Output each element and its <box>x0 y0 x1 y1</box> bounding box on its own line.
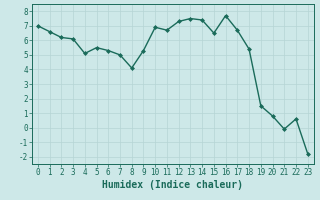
X-axis label: Humidex (Indice chaleur): Humidex (Indice chaleur) <box>102 180 243 190</box>
